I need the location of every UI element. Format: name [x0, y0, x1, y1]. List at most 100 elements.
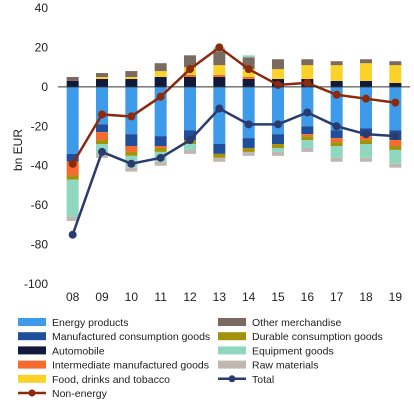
legend-swatch [18, 332, 46, 341]
bar-segment [301, 140, 314, 148]
legend-swatch [18, 374, 46, 383]
bar-segment [125, 77, 138, 79]
bar-segment [242, 77, 255, 79]
bar-segment [389, 140, 402, 146]
bar-segment [301, 147, 314, 152]
bar-segment [330, 138, 343, 143]
x-tick-label: 14 [242, 290, 256, 304]
line-point [244, 120, 253, 129]
bar-segment [213, 144, 226, 154]
bar-segment [389, 146, 402, 150]
bar-segment [242, 151, 255, 156]
bar-segment [330, 157, 343, 162]
bar-segment [213, 65, 226, 76]
bar-segment [154, 63, 167, 72]
line-point [156, 92, 165, 101]
line-point [186, 136, 194, 145]
line-point [244, 65, 253, 74]
x-tick-label: 12 [183, 290, 197, 304]
legend-label: Equipment goods [252, 345, 334, 357]
y-tick-label: 40 [35, 1, 49, 15]
x-tick-label: 16 [301, 290, 315, 304]
bar-segment [213, 86, 226, 145]
x-tick-label: 18 [359, 290, 373, 304]
bar-segment [330, 130, 343, 139]
legend-label: Durable consumption goods [252, 331, 383, 343]
bar-segment [184, 55, 196, 68]
y-tick-label: -20 [31, 119, 49, 133]
line-point [332, 90, 341, 99]
line-point [362, 94, 370, 103]
bar-segment [242, 55, 255, 58]
legend-swatch [218, 360, 246, 369]
bar-segment [66, 175, 79, 180]
bar-segment [330, 142, 343, 146]
bar-segment [66, 216, 79, 221]
line-point [362, 130, 370, 139]
bar-segment [66, 86, 79, 154]
bar-segment [66, 77, 79, 81]
bar-segment [184, 77, 196, 87]
bar-segment [125, 71, 138, 77]
bar-segment [66, 179, 79, 217]
bar-segment [360, 63, 372, 81]
bar-segment [301, 86, 314, 127]
y-tick-label: 0 [41, 80, 48, 94]
bar-segment [125, 146, 138, 152]
bar-segment [330, 146, 343, 158]
bar-segment [301, 134, 314, 137]
bar-segment [96, 78, 108, 87]
line-point [274, 80, 282, 89]
bar-segment [360, 140, 372, 145]
legend-swatch [18, 346, 46, 355]
y-axis-label: bn EUR [11, 129, 25, 171]
y-tick-label: -60 [31, 198, 49, 212]
plot-area [66, 43, 402, 239]
legend-swatch [218, 346, 246, 355]
legend-label: Manufactured consumption goods [52, 331, 210, 343]
y-tick-label: -80 [31, 238, 49, 252]
line-point [68, 159, 77, 168]
bar-segment [330, 65, 343, 81]
bar-segment [301, 59, 314, 66]
bar-segment [184, 86, 196, 131]
bar-segment [154, 77, 167, 87]
bar-segment [330, 61, 343, 66]
bar-segment [125, 151, 138, 156]
bar-segment [272, 147, 284, 152]
legend-marker [228, 375, 236, 383]
bar-segment [272, 144, 284, 148]
line-point [215, 104, 224, 113]
x-tick-label: 15 [271, 290, 285, 304]
x-tick-label: 08 [66, 290, 80, 304]
line-point [98, 110, 106, 119]
line-point [68, 230, 77, 239]
line-point [274, 120, 282, 129]
bar-segment [213, 51, 226, 66]
bar-segment [154, 71, 167, 77]
bar-segment [272, 59, 284, 70]
bar-segment [301, 136, 314, 141]
legend-label: Raw materials [252, 360, 319, 372]
legend-label: Food, drinks and tobacco [52, 374, 170, 386]
bar-segment [184, 144, 196, 150]
bar-segment [389, 149, 402, 164]
bar-segment [301, 126, 314, 135]
bar-segment [154, 146, 167, 148]
bar-segment [389, 163, 402, 168]
bar-segment [154, 147, 167, 152]
line-point [391, 98, 400, 107]
legend-swatch [18, 318, 46, 326]
bar-segment [125, 167, 138, 172]
bar-segment [213, 75, 226, 77]
bar-segment [389, 61, 402, 66]
legend-label: Energy products [52, 317, 128, 329]
bar-segment [272, 69, 284, 79]
x-tick-label: 13 [213, 290, 227, 304]
bar-segment [66, 80, 79, 87]
line-point [127, 159, 136, 168]
line-point [156, 153, 165, 162]
bar-segment [213, 77, 226, 87]
x-tick-label: 10 [125, 290, 139, 304]
x-tick-label: 11 [154, 290, 167, 304]
